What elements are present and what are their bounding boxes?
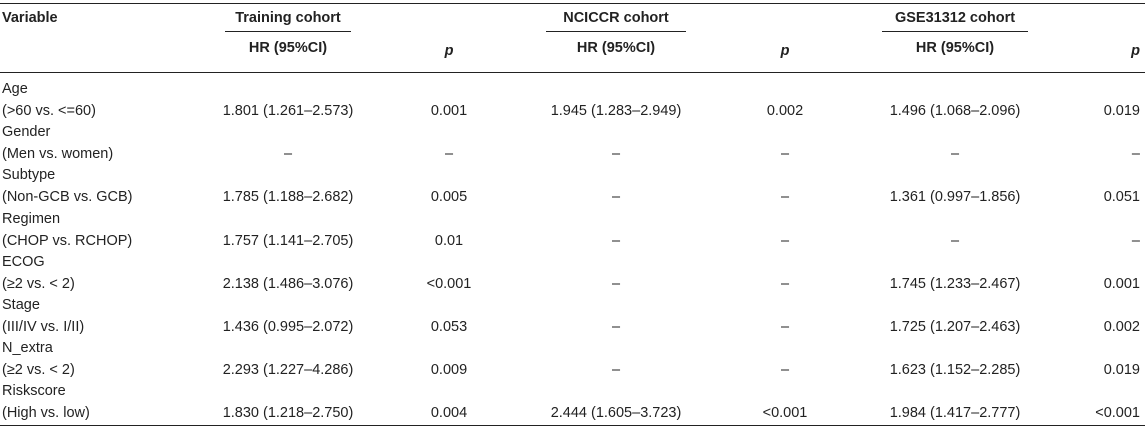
cell-hr-gse31312: 1.496 (1.068–2.096) [889, 103, 1021, 119]
cell-p-gse31312: – [1131, 146, 1140, 162]
p-header-training: p [444, 43, 454, 59]
variable-name: Riskscore [2, 383, 66, 399]
table-top-rule [0, 3, 1145, 4]
table-bottom-rule [0, 425, 1145, 426]
cell-hr-training: 1.436 (0.995–2.072) [222, 319, 354, 335]
variable-comparison: (Men vs. women) [2, 146, 114, 162]
cell-hr-training: 1.757 (1.141–2.705) [222, 233, 354, 249]
cell-hr-training: 2.293 (1.227–4.286) [222, 362, 354, 378]
cell-p-nciccr: 0.002 [766, 103, 804, 119]
cell-p-nciccr: <0.001 [762, 405, 808, 421]
cell-hr-gse31312: 1.745 (1.233–2.467) [889, 276, 1021, 292]
cell-p-nciccr: – [780, 189, 790, 205]
cell-hr-gse31312: – [950, 146, 960, 162]
cell-hr-nciccr: – [611, 233, 621, 249]
group-underline-gse31312 [882, 31, 1028, 32]
cell-p-training: 0.01 [434, 233, 464, 249]
cell-hr-nciccr: – [611, 276, 621, 292]
variable-name: ECOG [2, 254, 45, 270]
variable-name: Regimen [2, 211, 61, 227]
cell-p-gse31312: 0.001 [1103, 276, 1140, 292]
cell-p-training: 0.005 [430, 189, 468, 205]
cell-hr-gse31312: 1.361 (0.997–1.856) [889, 189, 1021, 205]
variable-comparison: (≥2 vs. < 2) [2, 362, 75, 378]
group-underline-nciccr [546, 31, 686, 32]
header-variable: Variable [2, 10, 58, 26]
cell-hr-training: 1.830 (1.218–2.750) [222, 405, 354, 421]
cell-p-gse31312: 0.019 [1103, 362, 1140, 378]
p-header-gse31312: p [1131, 43, 1140, 59]
header-bottom-rule [0, 72, 1145, 73]
cell-p-nciccr: – [780, 146, 790, 162]
cell-hr-gse31312: 1.725 (1.207–2.463) [889, 319, 1021, 335]
group-header-nciccr: NCICCR cohort [563, 10, 669, 26]
cell-hr-gse31312: 1.623 (1.152–2.285) [889, 362, 1021, 378]
group-header-training: Training cohort [235, 10, 341, 26]
cell-p-nciccr: – [780, 362, 790, 378]
cell-p-nciccr: – [780, 276, 790, 292]
cell-p-gse31312: – [1131, 233, 1140, 249]
variable-comparison: (High vs. low) [2, 405, 90, 421]
variable-name: Gender [2, 124, 51, 140]
cell-hr-training: – [283, 146, 293, 162]
cell-hr-gse31312: 1.984 (1.417–2.777) [889, 405, 1021, 421]
variable-name: Stage [2, 297, 40, 313]
group-underline-training [225, 31, 351, 32]
hr-header-training: HR (95%CI) [248, 40, 328, 56]
cell-hr-training: 2.138 (1.486–3.076) [222, 276, 354, 292]
cell-p-gse31312: 0.019 [1103, 103, 1140, 119]
cell-p-gse31312: 0.051 [1103, 189, 1140, 205]
variable-comparison: (Non-GCB vs. GCB) [2, 189, 133, 205]
cell-p-training: <0.001 [426, 276, 472, 292]
hr-header-gse31312: HR (95%CI) [915, 40, 995, 56]
cell-p-training: 0.004 [430, 405, 468, 421]
cell-p-training: 0.009 [430, 362, 468, 378]
cell-p-training: 0.053 [430, 319, 468, 335]
hr-header-nciccr: HR (95%CI) [576, 40, 656, 56]
variable-comparison: (CHOP vs. RCHOP) [2, 233, 133, 249]
cell-p-training: – [444, 146, 454, 162]
cell-p-nciccr: – [780, 233, 790, 249]
variable-name: N_extra [2, 340, 53, 356]
group-header-gse31312: GSE31312 cohort [894, 10, 1016, 26]
cell-p-nciccr: – [780, 319, 790, 335]
cell-hr-nciccr: – [611, 362, 621, 378]
p-header-nciccr: p [780, 43, 790, 59]
variable-comparison: (III/IV vs. I/II) [2, 319, 85, 335]
cell-hr-nciccr: – [611, 189, 621, 205]
cell-p-gse31312: <0.001 [1095, 405, 1140, 421]
cell-hr-gse31312: – [950, 233, 960, 249]
variable-comparison: (>60 vs. <=60) [2, 103, 96, 119]
variable-comparison: (≥2 vs. < 2) [2, 276, 75, 292]
cell-hr-training: 1.785 (1.188–2.682) [222, 189, 354, 205]
variable-name: Subtype [2, 167, 56, 183]
cell-p-training: 0.001 [430, 103, 468, 119]
cell-hr-training: 1.801 (1.261–2.573) [222, 103, 354, 119]
cell-hr-nciccr: 1.945 (1.283–2.949) [550, 103, 682, 119]
cell-hr-nciccr: – [611, 319, 621, 335]
variable-name: Age [2, 81, 28, 97]
cell-hr-nciccr: 2.444 (1.605–3.723) [550, 405, 682, 421]
cell-p-gse31312: 0.002 [1103, 319, 1140, 335]
cell-hr-nciccr: – [611, 146, 621, 162]
